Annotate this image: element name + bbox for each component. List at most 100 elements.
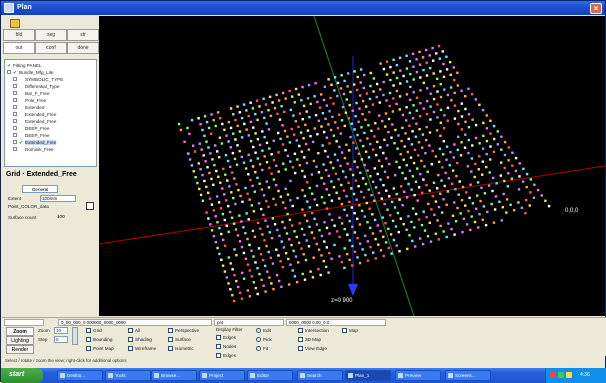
option-col2-1[interactable]: Shading	[128, 337, 152, 342]
checkbox-icon[interactable]	[168, 337, 173, 342]
option-col6-0[interactable]: Intersection	[298, 328, 329, 333]
radio-icon[interactable]	[256, 346, 261, 351]
tree-item[interactable]: Pole_Free	[7, 97, 94, 104]
option-col3-2[interactable]: Isometric	[168, 346, 194, 351]
zoom-spinner[interactable]	[72, 327, 78, 345]
visibility-checkmark-icon[interactable]	[19, 91, 23, 95]
option-col1-0[interactable]: Grid	[86, 328, 102, 333]
checkbox-icon[interactable]	[342, 328, 347, 333]
option-col2-0[interactable]: All	[128, 328, 140, 333]
expand-icon[interactable]	[13, 140, 17, 144]
scene-canvas[interactable]	[99, 16, 605, 316]
zoom-input[interactable]: 10	[54, 327, 68, 334]
checkbox-icon[interactable]	[86, 346, 91, 351]
expand-icon[interactable]	[7, 70, 11, 74]
expand-icon[interactable]	[13, 147, 17, 151]
visibility-checkmark-icon[interactable]: ✔	[7, 63, 12, 69]
tree-item[interactable]: ✔ Fitting PANEL	[7, 62, 94, 69]
visibility-checkmark-icon[interactable]	[19, 84, 23, 88]
tab-general[interactable]: General	[22, 185, 58, 193]
tab-conf[interactable]: conf	[35, 42, 67, 54]
radio-icon[interactable]	[256, 328, 261, 333]
color-swatch[interactable]	[86, 202, 94, 210]
checkbox-icon[interactable]	[128, 328, 133, 333]
tree-item[interactable]: Extended_Free	[7, 118, 94, 125]
open-folder-icon[interactable]	[10, 19, 20, 28]
checkbox-icon[interactable]	[168, 346, 173, 351]
option-col3-0[interactable]: Perspective	[168, 328, 199, 333]
taskbar-button[interactable]: Screens...	[445, 370, 491, 381]
tree-item[interactable]: Bar_F_Free	[7, 90, 94, 97]
checkbox-icon[interactable]	[298, 328, 303, 333]
expand-icon[interactable]	[13, 84, 17, 88]
expand-icon[interactable]	[13, 126, 17, 130]
taskbar-button[interactable]: Preview	[395, 370, 441, 381]
side-tab-render[interactable]: Render	[6, 345, 34, 354]
option-col5-2[interactable]: Fit	[256, 346, 268, 351]
option-col5-1[interactable]: Pick	[256, 337, 272, 342]
tree-item[interactable]: DEEP_Free	[7, 132, 94, 139]
expand-icon[interactable]	[13, 98, 17, 102]
visibility-checkmark-icon[interactable]	[19, 119, 23, 123]
tab-bld[interactable]: bld	[3, 29, 35, 41]
step-input[interactable]: 0	[54, 336, 68, 343]
option-col2-2[interactable]: Wireframe	[128, 346, 156, 351]
tree-item[interactable]: Extended_Free	[7, 111, 94, 118]
option-col1-1[interactable]: Bounding	[86, 337, 112, 342]
tree-item[interactable]: ✔ Bundle_Mfg_Lite	[7, 69, 94, 76]
tree-item[interactable]: SYMBOLIC_TYPE	[7, 76, 94, 83]
expand-icon[interactable]	[13, 105, 17, 109]
tab-str[interactable]: str	[67, 29, 99, 41]
expand-icon[interactable]	[13, 112, 17, 116]
title-bar[interactable]: Plan ×	[1, 1, 605, 15]
checkbox-icon[interactable]	[298, 346, 303, 351]
visibility-checkmark-icon[interactable]: ✔	[13, 70, 18, 76]
checkbox-icon[interactable]	[86, 337, 91, 342]
tree-item[interactable]: Differential_Type	[7, 83, 94, 90]
visibility-checkmark-icon[interactable]	[19, 126, 23, 130]
tab-seg[interactable]: seg	[35, 29, 67, 41]
tray-icon-volume[interactable]	[566, 372, 572, 378]
start-button[interactable]: start	[1, 368, 43, 383]
expand-icon[interactable]	[13, 133, 17, 137]
taskbar-button[interactable]: Editor	[247, 370, 293, 381]
tray-icon-alert[interactable]	[550, 372, 556, 378]
checkbox-icon[interactable]	[216, 335, 221, 340]
expand-icon[interactable]	[13, 119, 17, 123]
option-col6-2[interactable]: View Edge	[298, 346, 327, 351]
visibility-checkmark-icon[interactable]: ✔	[19, 140, 24, 146]
checkbox-icon[interactable]	[216, 344, 221, 349]
visibility-checkmark-icon[interactable]	[19, 112, 23, 116]
option-col4-0[interactable]: Edges	[216, 335, 236, 340]
expand-icon[interactable]	[13, 77, 17, 81]
tree-item[interactable]: Extended	[7, 104, 94, 111]
checkbox-icon[interactable]	[128, 337, 133, 342]
visibility-checkmark-icon[interactable]	[19, 77, 23, 81]
radio-icon[interactable]	[256, 337, 261, 342]
tree-item[interactable]: DEEP_Free	[7, 125, 94, 132]
tree-item[interactable]: Dominik_Free	[7, 146, 94, 153]
checkbox-icon[interactable]	[128, 346, 133, 351]
option-col7-0[interactable]: Map	[342, 328, 358, 333]
option-col1-2[interactable]: Point Map	[86, 346, 114, 351]
taskbar-button[interactable]: Tools	[105, 370, 151, 381]
side-tab-zoom[interactable]: Zoom	[6, 327, 34, 336]
prop-value-extent[interactable]: 100mm	[40, 195, 76, 202]
layer-tree[interactable]: ✔ Fitting PANEL ✔ Bundle_Mfg_Lite SYMBOLIC_T…	[4, 59, 97, 167]
tray-icon-network[interactable]	[558, 372, 564, 378]
tree-item[interactable]: ✔ Extended_Free	[7, 139, 94, 146]
taskbar-button[interactable]: Deskto...	[57, 370, 103, 381]
close-button[interactable]: ×	[590, 3, 602, 14]
tab-out[interactable]: out	[3, 42, 35, 54]
side-tab-lighting[interactable]: Lighting	[6, 336, 34, 345]
visibility-checkmark-icon[interactable]	[19, 105, 23, 109]
option-col3-1[interactable]: Surface	[168, 337, 191, 342]
taskbar-button[interactable]: Plan_1	[345, 370, 391, 381]
taskbar-button[interactable]: Search	[297, 370, 343, 381]
visibility-checkmark-icon[interactable]	[19, 98, 23, 102]
expand-icon[interactable]	[13, 91, 17, 95]
checkbox-icon[interactable]	[216, 353, 221, 358]
visibility-checkmark-icon[interactable]	[19, 147, 23, 151]
option-col4-1[interactable]: Nodes	[216, 344, 236, 349]
3d-viewport[interactable]: 0,0,0 z=0 900	[99, 16, 605, 316]
